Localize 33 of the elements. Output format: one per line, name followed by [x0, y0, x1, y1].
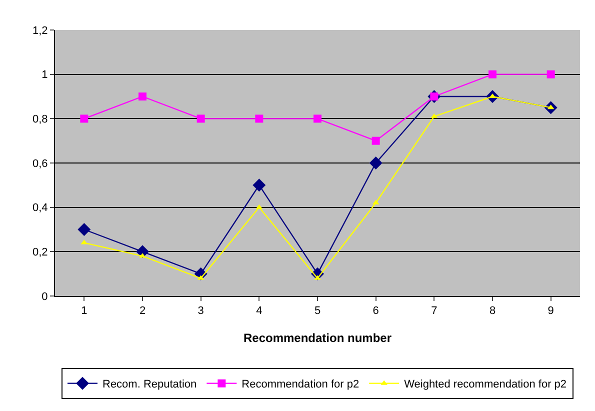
- y-tick-label: 0,8: [32, 114, 48, 126]
- point: [369, 156, 382, 170]
- x-tick-label: 3: [198, 305, 204, 318]
- legend-label: Recom. Reputation: [102, 378, 197, 391]
- point: [488, 70, 496, 78]
- y-tick-label: 0: [42, 290, 48, 303]
- point: [372, 136, 380, 145]
- y-tick-label: 1: [42, 69, 48, 82]
- x-tick-label: 1: [81, 305, 88, 318]
- point: [196, 114, 205, 123]
- point: [546, 70, 555, 78]
- x-tick-label: 6: [372, 305, 379, 318]
- x-tick-label: 5: [314, 305, 321, 318]
- point: [138, 92, 146, 100]
- x-tick-label: 7: [431, 305, 438, 318]
- y-tick-label: 0,4: [32, 202, 48, 214]
- point: [80, 114, 88, 123]
- x-tick-label: 2: [139, 305, 146, 318]
- x-axis-title: Recommendation number: [243, 331, 392, 345]
- point: [255, 114, 264, 123]
- point: [139, 253, 146, 258]
- point: [314, 275, 321, 280]
- x-tick-label: 4: [256, 305, 262, 318]
- legend-label: Recommendation for p2: [242, 378, 360, 391]
- point: [252, 178, 266, 192]
- y-tick-label: 1,2: [32, 24, 48, 37]
- y-tick-label: 0,2: [32, 246, 48, 259]
- y-tick-label: 0,6: [32, 158, 48, 170]
- legend-label: Weighted recommendation for p2: [404, 378, 567, 391]
- x-tick-label: 8: [489, 305, 496, 318]
- point: [78, 223, 91, 236]
- x-tick-label: 9: [548, 305, 554, 318]
- point: [314, 114, 322, 123]
